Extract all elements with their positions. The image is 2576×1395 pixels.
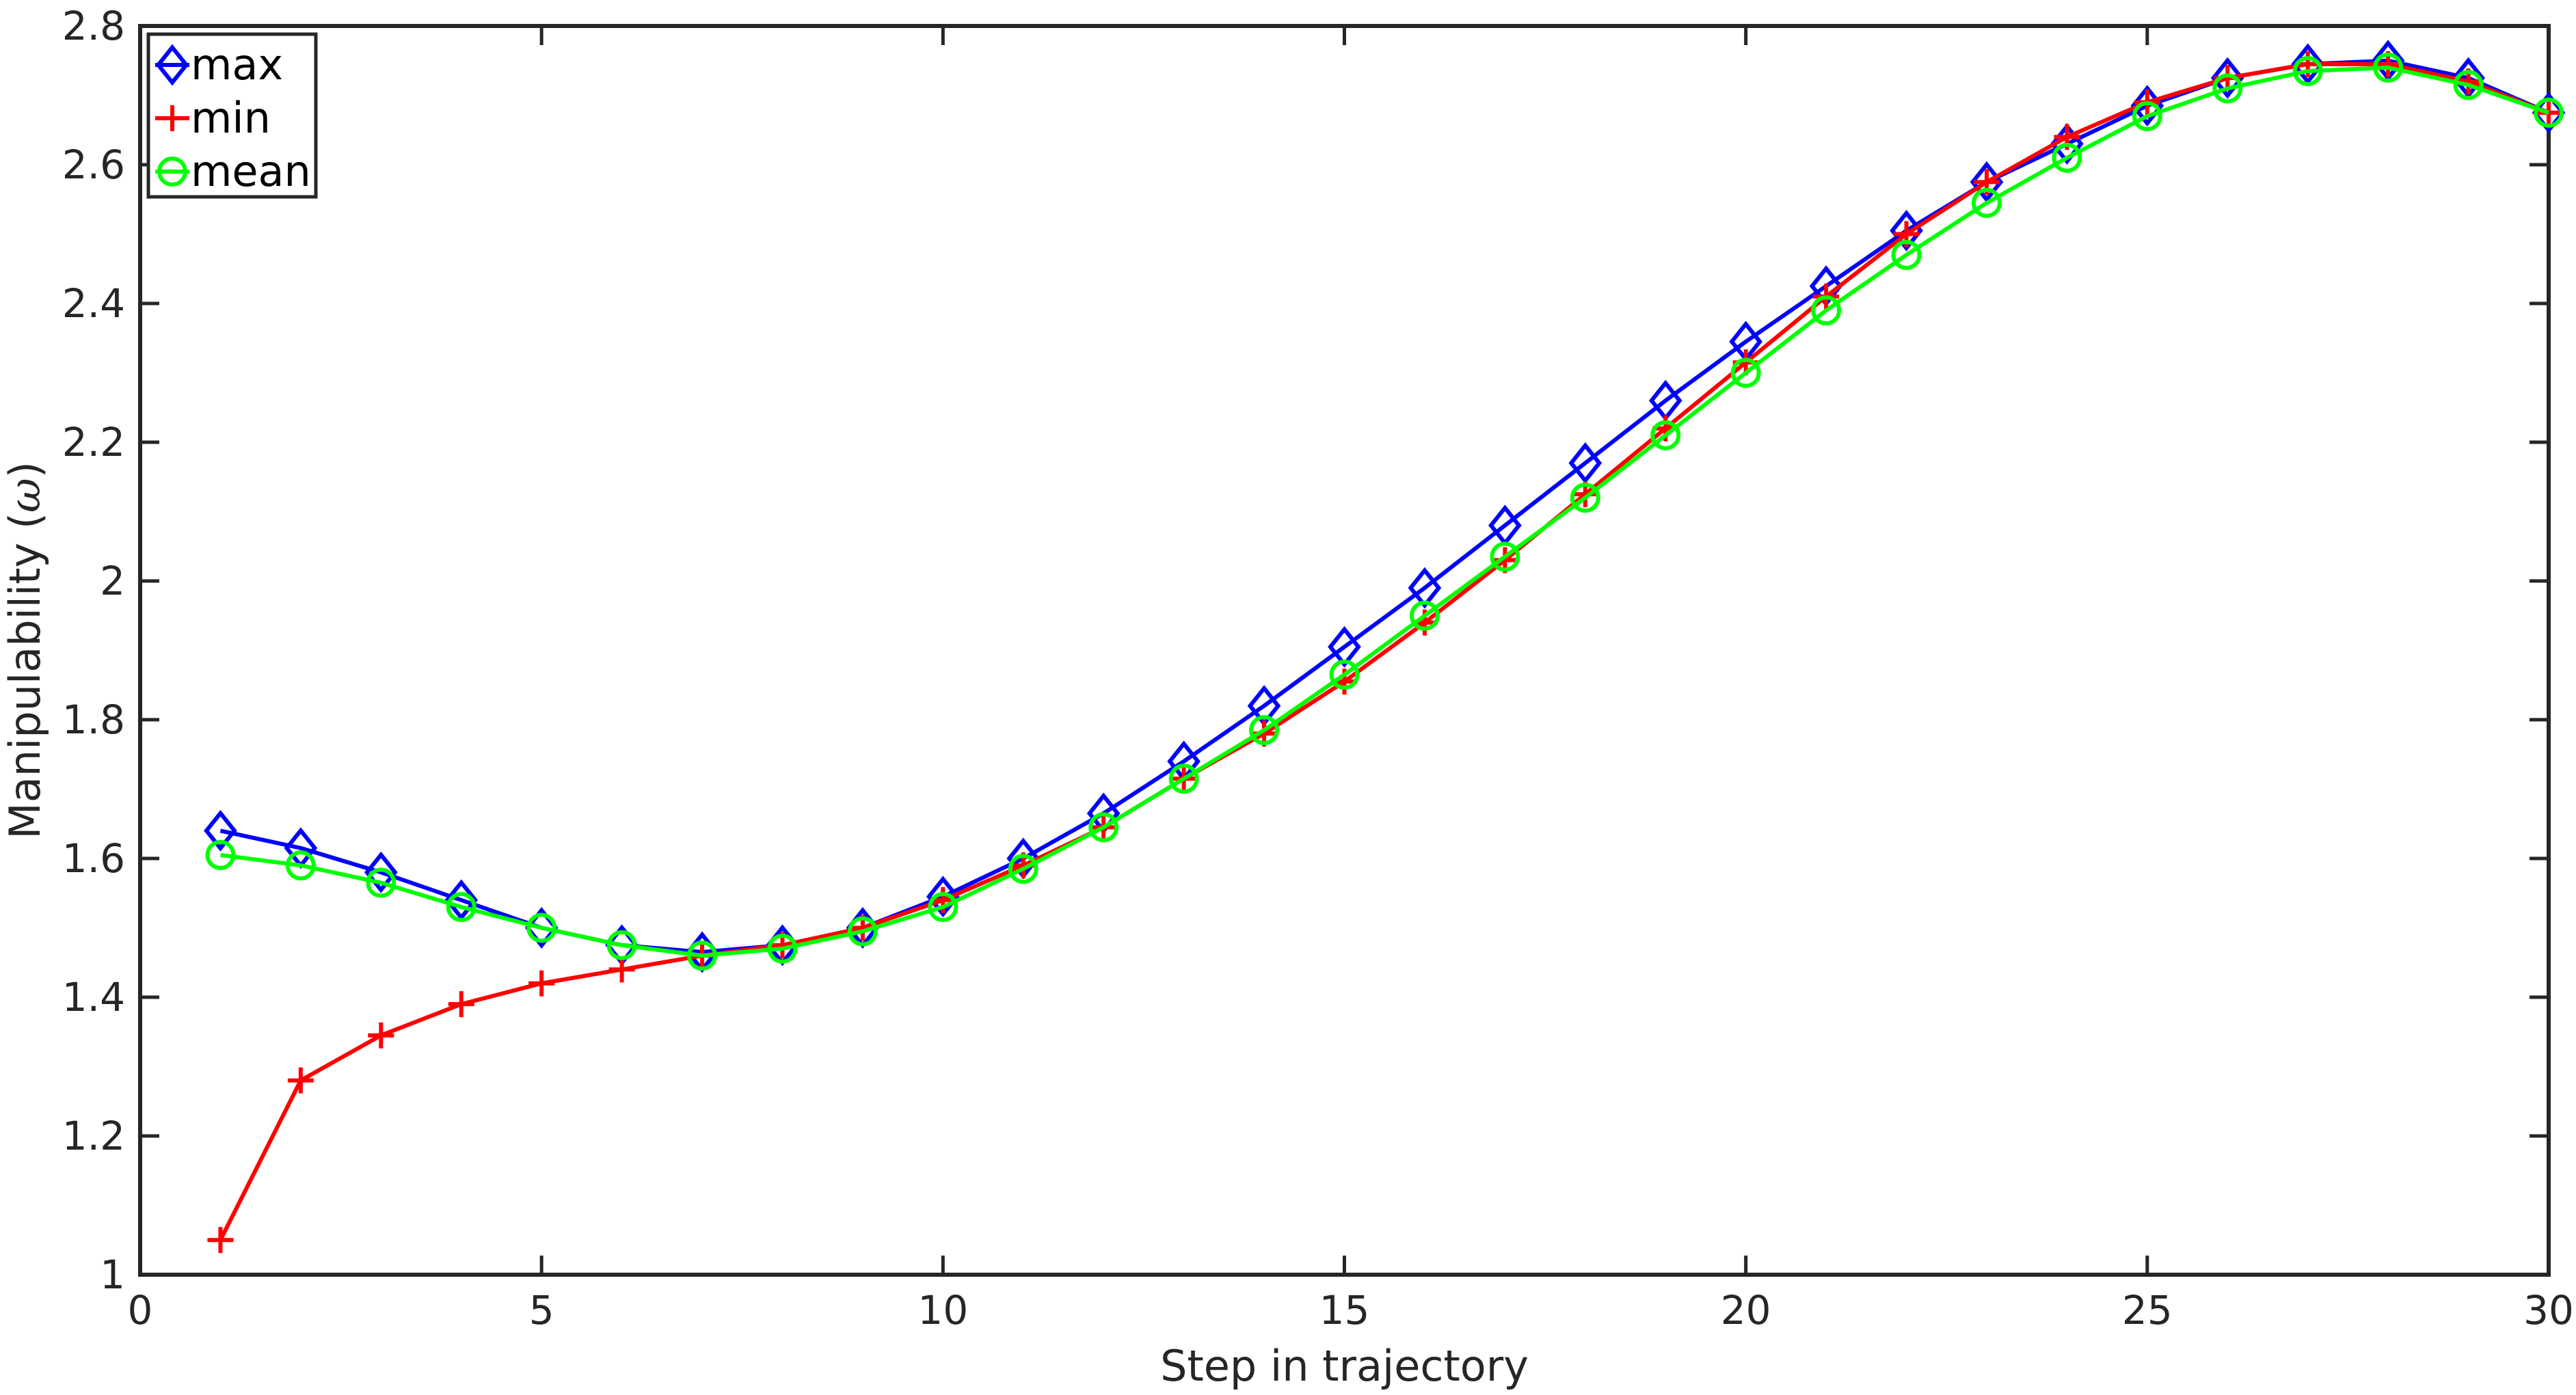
diamond-marker (444, 879, 479, 921)
x-tick-label: 20 (1721, 1287, 1771, 1333)
diamond-marker (1890, 209, 1923, 252)
plus-marker (368, 1022, 394, 1048)
circle-marker (205, 839, 236, 870)
plus-marker (608, 956, 635, 983)
circle-marker (2373, 52, 2404, 83)
diamond-marker-legend (155, 44, 189, 86)
circle-marker (687, 940, 718, 971)
diamond-marker (2452, 57, 2485, 99)
x-axis-ticks: 0 5 10 15 20 25 30 (128, 26, 2574, 1333)
x-axis-title: Step in trajectory (1160, 1341, 1529, 1391)
circle-marker (1008, 854, 1038, 884)
circle-marker (1730, 357, 1761, 388)
circle-marker (1891, 239, 1922, 270)
circle-marker (1490, 541, 1520, 572)
circle-marker (1409, 600, 1440, 631)
circle-marker (2534, 97, 2564, 128)
circle-marker (1570, 483, 1600, 513)
y-tick-label: 2.4 (62, 280, 125, 327)
legend-item-min: min (155, 93, 271, 143)
legend-item-mean: mean (155, 146, 311, 196)
y-axis-title: Manipulability (ω) (0, 461, 50, 839)
circle-marker (1811, 295, 1842, 326)
plus-marker (287, 1067, 314, 1094)
circle-marker (928, 892, 958, 923)
circle-marker (446, 892, 477, 923)
diamond-marker (926, 876, 960, 918)
y-tick-label: 2.6 (62, 141, 125, 188)
circle-marker (2212, 73, 2243, 104)
circle-marker-legend (157, 157, 187, 187)
y-tick-label: 2.2 (62, 419, 125, 465)
circle-marker (1088, 812, 1119, 843)
circle-marker (1168, 763, 1199, 794)
y-axis-title-prefix: Manipulability ( (0, 513, 50, 839)
diamond-marker (2371, 40, 2405, 82)
circle-marker (285, 850, 316, 881)
axes-box (138, 24, 2551, 1277)
legend-label: mean (191, 146, 311, 196)
plus-marker (207, 1227, 234, 1254)
circle-marker (2052, 142, 2082, 173)
diamond-marker (364, 851, 398, 893)
circle-marker (2132, 100, 2162, 131)
y-axis-title-suffix: ) (0, 461, 50, 478)
y-tick-label: 1 (100, 1251, 125, 1298)
y-axis-title-symbol: ω (0, 478, 50, 513)
x-tick-label: 30 (2523, 1287, 2574, 1333)
y-tick-label: 2 (100, 558, 125, 604)
plus-marker (448, 991, 474, 1018)
plus-marker-legend (159, 105, 185, 131)
y-tick-label: 1.4 (62, 974, 125, 1020)
circle-marker (767, 933, 798, 964)
legend-item-max: max (155, 40, 283, 90)
x-tick-label: 25 (2122, 1287, 2173, 1333)
circle-marker (2292, 55, 2323, 86)
y-tick-label: 1.6 (62, 835, 125, 882)
diamond-marker (204, 809, 237, 852)
circle-marker (606, 930, 637, 960)
circle-marker (1329, 660, 1360, 690)
diamond-marker (1328, 625, 1361, 668)
x-tick-label: 5 (529, 1287, 554, 1333)
legend-label: max (191, 40, 283, 90)
circle-marker (1249, 715, 1280, 746)
y-tick-label: 1.2 (62, 1113, 125, 1159)
x-tick-label: 0 (128, 1287, 153, 1333)
x-tick-label: 10 (917, 1287, 968, 1333)
plus-marker (528, 970, 555, 997)
series-layer (204, 40, 2566, 1254)
circle-marker (366, 867, 397, 898)
y-axis-ticks: 1 1.2 1.4 1.6 1.8 2 2.2 2.4 2.6 2.8 (62, 3, 2549, 1298)
legend-label: min (191, 93, 271, 143)
diamond-marker (2291, 43, 2325, 85)
series-mean (205, 52, 2564, 971)
diamond-marker (1568, 442, 1602, 484)
circle-marker (526, 912, 557, 943)
x-tick-label: 15 (1319, 1287, 1370, 1333)
diamond-marker (1408, 567, 1442, 609)
diamond-marker (2210, 57, 2244, 99)
circle-marker (847, 916, 878, 947)
y-tick-label: 2.8 (62, 3, 125, 49)
series-line-min (218, 62, 2550, 1241)
circle-marker (2453, 70, 2484, 100)
circle-marker (1971, 187, 2002, 218)
circle-marker (1650, 420, 1681, 450)
y-tick-label: 1.8 (62, 696, 125, 743)
plot-area (138, 24, 2551, 1277)
